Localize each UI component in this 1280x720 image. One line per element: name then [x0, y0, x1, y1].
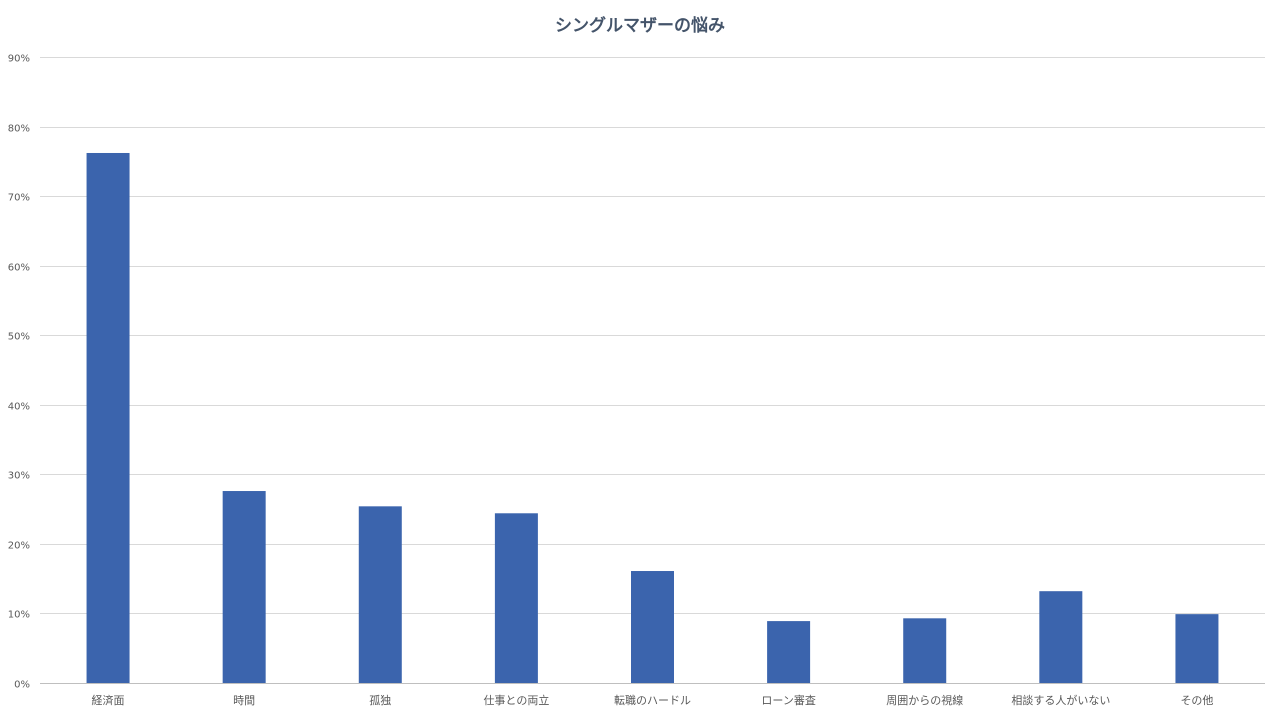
x-tick-label: 経済面: [92, 693, 125, 707]
x-tick-label: 相談する人がいない: [1011, 693, 1110, 707]
y-tick-label: 80%: [8, 124, 30, 135]
y-tick-label: 10%: [8, 610, 30, 621]
bar: [767, 621, 811, 683]
bars: [86, 152, 1219, 683]
y-tick-label: 20%: [8, 541, 30, 552]
y-tick-label: 60%: [8, 263, 30, 274]
bar: [903, 618, 947, 683]
x-tick-label: ローン審査: [761, 693, 815, 707]
y-tick-label: 50%: [8, 332, 30, 343]
bar: [222, 491, 266, 683]
y-tick-label: 90%: [8, 54, 30, 65]
x-tick-label: その他: [1180, 694, 1213, 707]
x-tick-label: 転職のハードル: [614, 694, 691, 707]
bar: [1175, 614, 1219, 683]
x-tick-label: 孤独: [369, 694, 391, 707]
x-axis-labels: 経済面 時間 孤独 仕事との両立 転職のハードル ローン審査 周囲からの視線 相談する人がいな…: [92, 693, 1214, 707]
bar: [631, 571, 674, 683]
y-tick-label: 0%: [14, 680, 30, 691]
bar: [86, 152, 130, 683]
y-tick-label: 40%: [8, 402, 30, 413]
y-axis-ticks: 0% 10% 20% 30% 40% 50% 60% 70% 80% 90%: [8, 54, 30, 691]
bar: [358, 506, 402, 683]
y-tick-label: 70%: [8, 193, 30, 204]
x-tick-label: 時間: [233, 694, 255, 707]
x-tick-label: 周囲からの視線: [886, 693, 963, 707]
x-tick-label: 仕事との両立: [483, 693, 549, 707]
y-tick-label: 30%: [8, 471, 30, 482]
bar: [494, 513, 538, 683]
chart-title: シングルマザーの悩み: [555, 15, 725, 36]
bar: [1039, 591, 1083, 683]
